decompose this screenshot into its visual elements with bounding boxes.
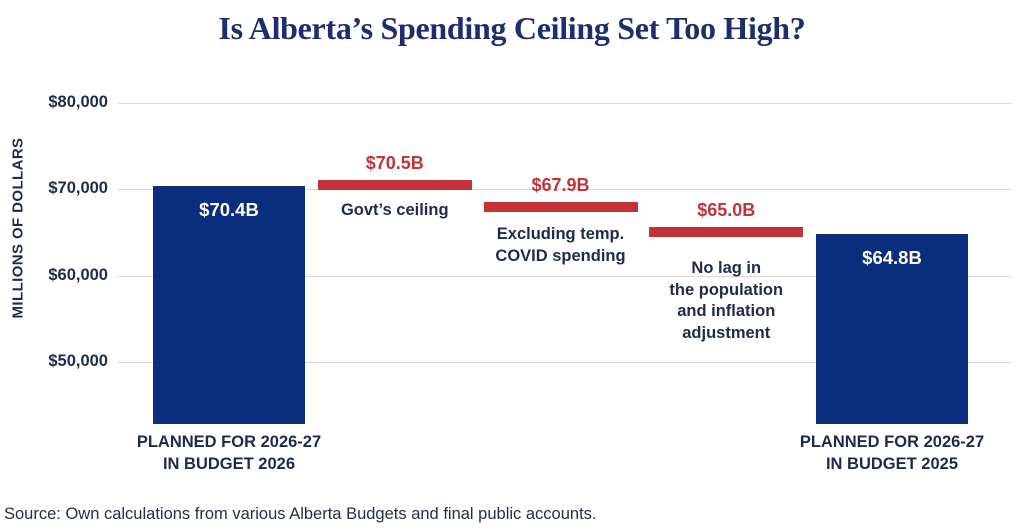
ceiling-annotation: Govt’s ceiling <box>340 200 449 219</box>
gridline <box>118 275 1012 277</box>
ceiling-marker <box>483 202 638 213</box>
y-axis-title: MILLIONS OF DOLLARS <box>9 137 27 319</box>
ceiling-value-label: $65.0B <box>697 200 756 221</box>
ceiling-marker <box>649 227 804 238</box>
ceiling-annotation: Excluding temp. COVID spending <box>495 225 626 265</box>
ceiling-value-label: $70.5B <box>365 152 424 173</box>
bar-category-label: PLANNED FOR 2026-27 IN BUDGET 2026 <box>136 433 322 473</box>
gridline <box>118 361 1012 363</box>
chart-title: Is Alberta’s Spending Ceiling Set Too Hi… <box>218 10 806 46</box>
bar-value-label: $70.4B <box>199 198 259 220</box>
gridline <box>118 189 1012 191</box>
y-tick-label: $50,000 <box>48 351 108 370</box>
gridline <box>118 103 1012 104</box>
ceiling-annotation: No lag in the population and inflation a… <box>669 259 784 342</box>
y-tick-label: $70,000 <box>48 179 108 198</box>
bar: $70.4B <box>153 185 305 424</box>
bar-value-label: $64.8B <box>862 247 922 269</box>
y-tick-label: $80,000 <box>48 93 108 111</box>
source-note: Source: Own calculations from various Al… <box>4 505 597 523</box>
bar: $64.8B <box>816 234 968 424</box>
bar-category-label: PLANNED FOR 2026-27 IN BUDGET 2025 <box>799 433 985 473</box>
ceiling-marker <box>317 179 472 190</box>
ceiling-value-label: $67.9B <box>531 175 590 196</box>
y-tick-label: $60,000 <box>48 265 108 284</box>
